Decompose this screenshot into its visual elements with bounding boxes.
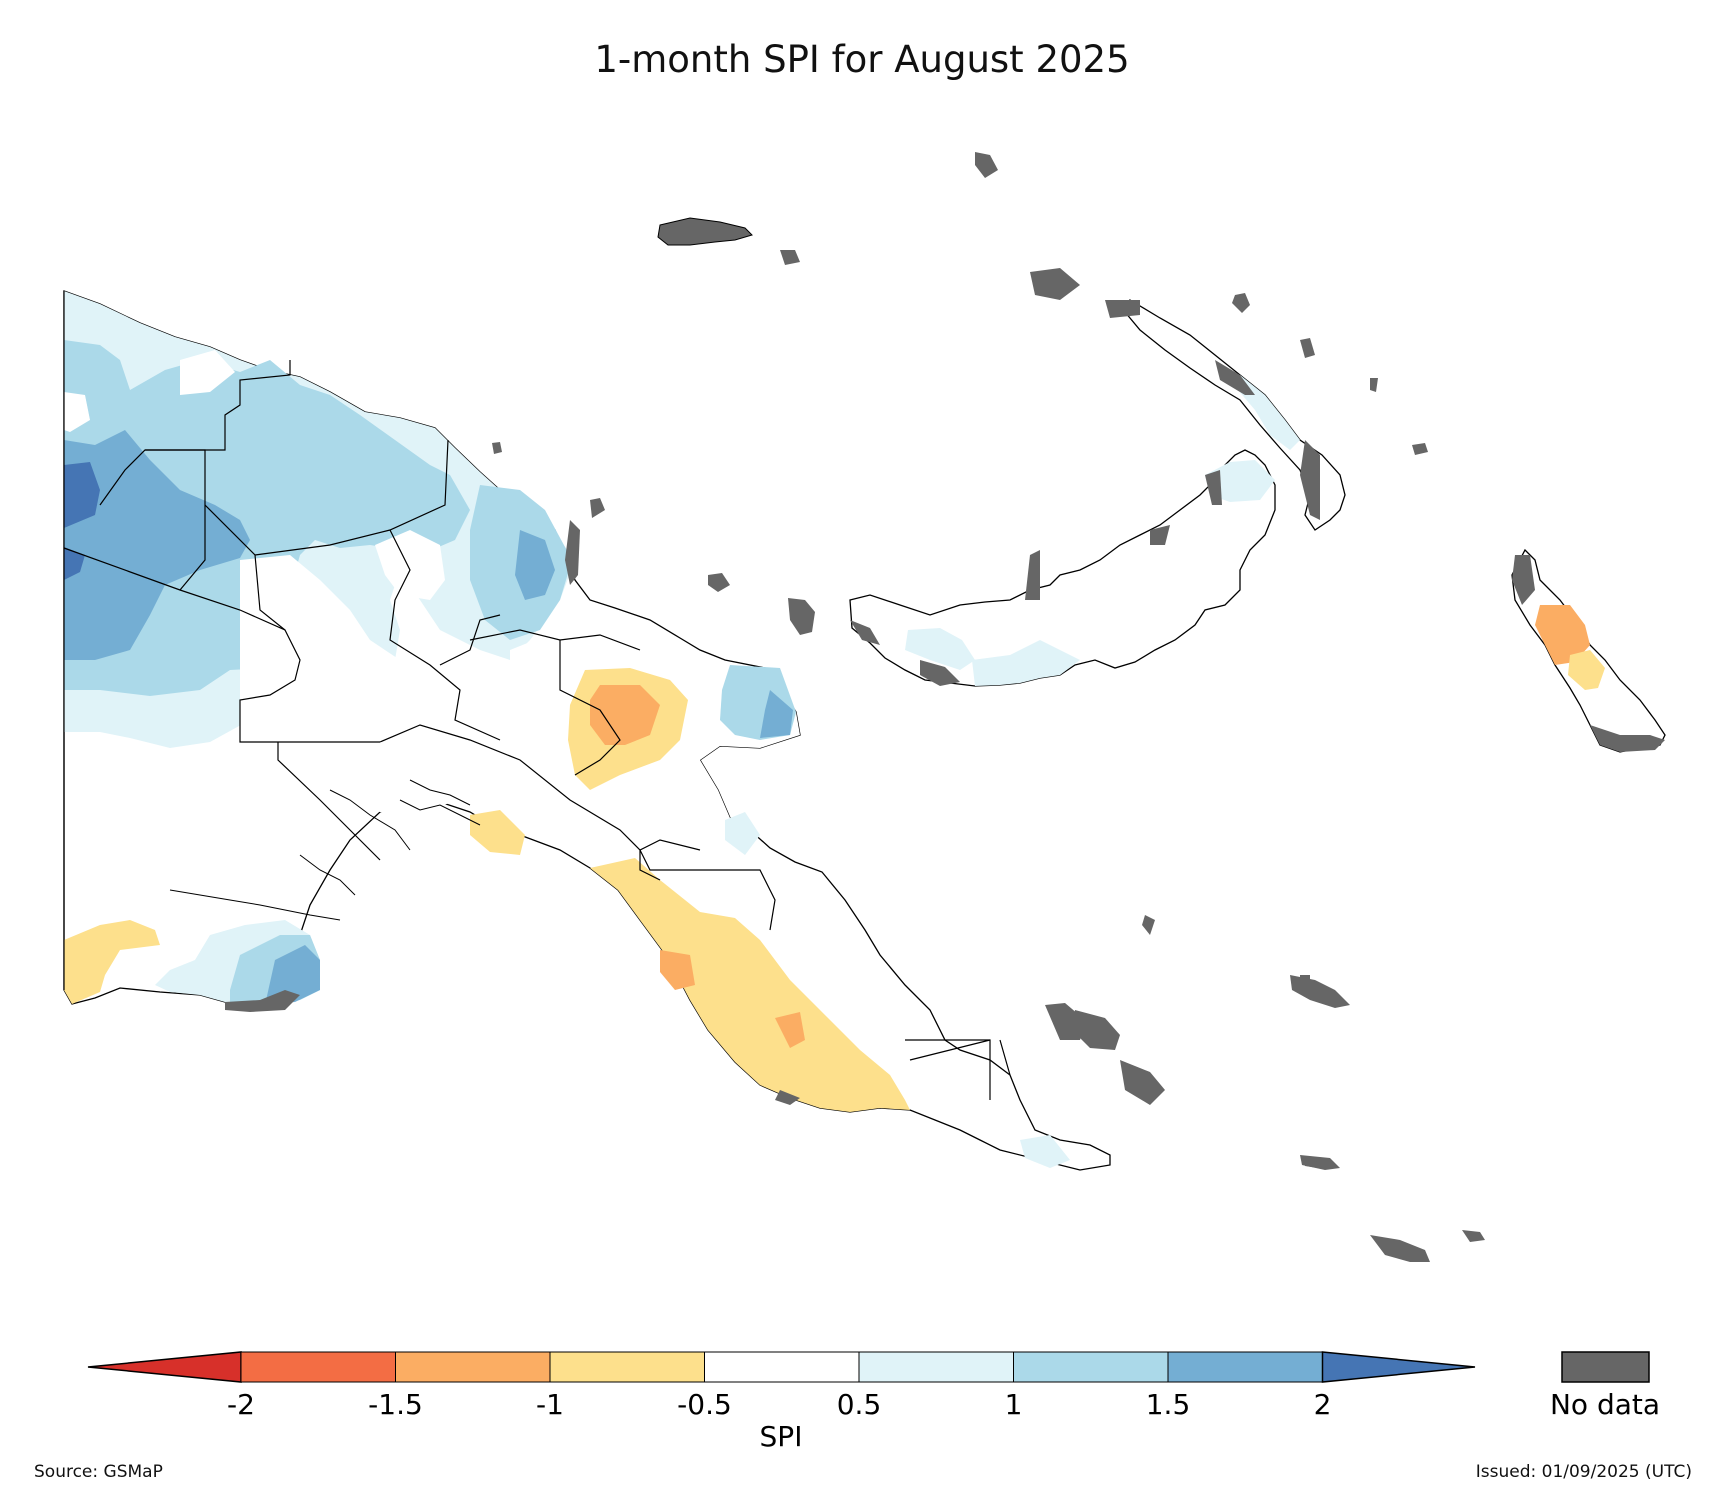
map-title: 1-month SPI for August 2025 [594, 38, 1130, 81]
small-island-4 [1370, 378, 1378, 392]
spi-south-dark [265, 945, 320, 1005]
fly-river-delta [169, 779, 481, 921]
colorbar-extend-max [1321, 1351, 1476, 1383]
new-britain-nodata-2 [850, 620, 880, 645]
normanby [1120, 1060, 1165, 1105]
karkar [788, 598, 815, 635]
new-britain-nodata-1 [920, 660, 960, 686]
spi-papuan-orange-2 [775, 1012, 805, 1048]
no-data-swatch [1561, 1351, 1650, 1383]
province-boundaries [63, 291, 1011, 1100]
new-ireland-nodata-3 [1030, 268, 1080, 300]
small-island-3 [1412, 443, 1428, 455]
bougainville-orange [1535, 605, 1590, 665]
spi-west-dark [64, 430, 250, 660]
bougainville-yellow [1568, 650, 1605, 690]
spi-nw-white-2 [64, 392, 90, 432]
new-ireland-nodata-2 [1300, 440, 1320, 520]
colorbar-tick: -1 [536, 1388, 564, 1421]
spi-madang-blue-2 [760, 690, 793, 738]
nodata-south-coast [225, 990, 300, 1012]
bougainville-nodata-1 [1512, 555, 1535, 605]
spi-west-darkest [64, 462, 100, 528]
spi-papuan-coast-dry [590, 858, 910, 1112]
no-data-label: No data [1550, 1388, 1660, 1421]
source-note: Source: GSMaP [34, 1462, 163, 1482]
colorbar-extend-min [87, 1351, 242, 1383]
colorbar-tick: 2 [1314, 1388, 1332, 1421]
new-britain-nodata-5 [1150, 525, 1170, 545]
small-island-6 [1300, 975, 1310, 985]
new-ireland-nodata-1 [1215, 360, 1255, 395]
nodata-papuan-coast [775, 1090, 800, 1105]
colorbar-bin [240, 1351, 396, 1383]
trobriand [1142, 915, 1155, 935]
small-island-2 [1300, 338, 1315, 358]
new-britain-nodata-4 [1025, 550, 1040, 600]
colorbar-label: SPI [760, 1420, 803, 1453]
colorbar-tick: -1.5 [368, 1388, 423, 1421]
highlands-white [240, 555, 510, 812]
colorbar-tick: 0.5 [837, 1388, 882, 1421]
colorbar-bin [395, 1351, 551, 1383]
islands [492, 152, 1666, 1262]
mainland [63, 290, 1111, 1171]
colorbar-tick: -2 [227, 1388, 255, 1421]
st-matthias [975, 152, 998, 178]
spi-milne-light [1020, 1135, 1070, 1168]
spi-sw-yellow [64, 920, 160, 1004]
bougainville-nodata-2 [1590, 725, 1665, 752]
colorbar-bin [1167, 1351, 1323, 1383]
new-britain-light-2 [972, 640, 1080, 686]
spi-west-darkest-2 [64, 547, 85, 580]
manus [657, 217, 753, 246]
new-britain-light-3 [1205, 460, 1275, 502]
colorbar-bin [549, 1351, 705, 1383]
spi-west-mid [64, 340, 470, 696]
woodlark [1305, 1160, 1320, 1168]
spi-kerema-yellow [470, 810, 525, 855]
colorbar-bin [1013, 1351, 1169, 1383]
issued-note: Issued: 01/09/2025 (UTC) [1475, 1462, 1692, 1482]
fergusson [1072, 1010, 1120, 1050]
new-britain [849, 449, 1276, 687]
new-britain-light-1 [905, 628, 975, 670]
new-ireland-nodata-4 [1105, 300, 1140, 318]
sudest [1462, 1230, 1485, 1242]
nodata-sepik-coast [565, 520, 580, 585]
new-britain-nodata-3 [1205, 470, 1222, 505]
small-island-1 [1232, 293, 1250, 313]
spi-nw-white-1 [180, 350, 235, 395]
colorbar-tick: 1.5 [1146, 1388, 1191, 1421]
rossel [1370, 1235, 1430, 1262]
colorbar-bin [704, 1351, 860, 1383]
spi-nw-white-3 [375, 530, 445, 600]
manus-east [780, 250, 800, 265]
umboi [590, 498, 605, 518]
spi-morobe-light [725, 812, 760, 855]
long-island [708, 573, 730, 592]
goodenough [1290, 975, 1350, 1008]
spi-highlands-dry-2 [590, 685, 660, 745]
small-island-5 [492, 442, 502, 454]
spi-papuan-orange-1 [660, 950, 695, 990]
colorbar-tick: 1 [1005, 1388, 1023, 1421]
colorbar-bin [858, 1351, 1014, 1383]
colorbar-tick: -0.5 [677, 1388, 732, 1421]
spi-sepik-blob-dark [515, 530, 555, 600]
colorbar: -2 -1.5 -1 -0.5 0.5 1 1.5 2 SPI No data [87, 1351, 1660, 1453]
